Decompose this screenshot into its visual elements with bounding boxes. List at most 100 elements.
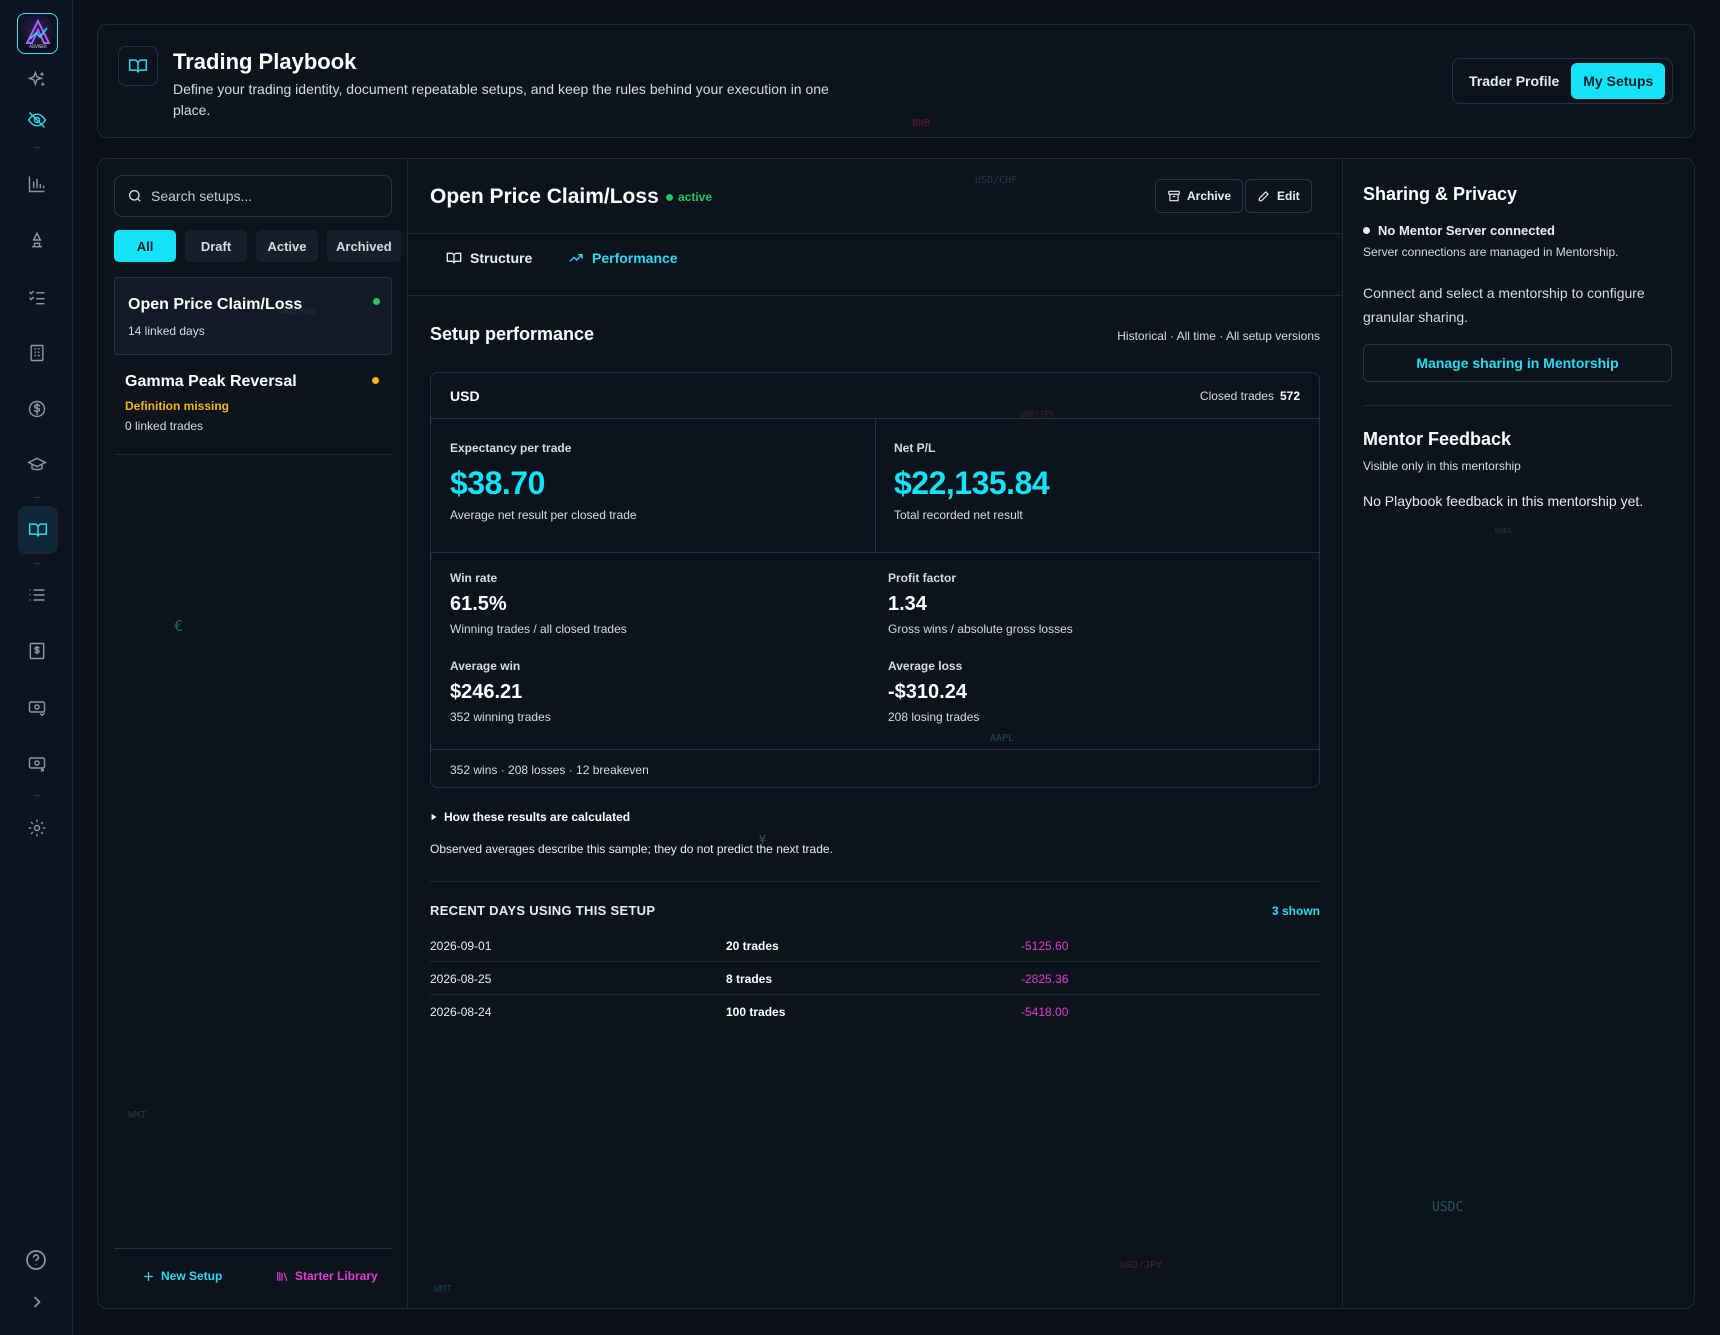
setup-title: Open Price Claim/Loss	[430, 185, 659, 208]
book-open-icon	[446, 250, 462, 266]
search-icon	[127, 188, 143, 204]
recent-days-title: RECENT DAYS USING THIS SETUP	[430, 903, 656, 918]
disclaimer-text: Observed averages describe this sample; …	[430, 842, 833, 856]
chevron-right-icon[interactable]	[27, 1292, 47, 1312]
eye-off-icon[interactable]	[20, 103, 54, 137]
settings-icon[interactable]	[20, 811, 54, 845]
mentor-server-note: Server connections are managed in Mentor…	[1363, 245, 1619, 259]
book-open-icon	[118, 46, 158, 86]
status-filters: All Draft Active Archived	[114, 230, 401, 262]
sharing-description: Connect and select a mentorship to confi…	[1363, 285, 1645, 325]
sharing-panel: Sharing & Privacy No Mentor Server conne…	[1343, 159, 1696, 1308]
sharing-title: Sharing & Privacy	[1363, 184, 1518, 204]
starter-library-label: Starter Library	[295, 1269, 378, 1283]
setups-sidebar: All Draft Active Archived Open Price Cla…	[98, 159, 408, 1308]
caret-right-icon	[430, 813, 438, 821]
mentor-feedback-note: Visible only in this mentorship	[1363, 459, 1521, 473]
page-header: Trading Playbook Define your trading ide…	[97, 24, 1695, 138]
receipt-icon[interactable]	[20, 634, 54, 668]
setup-list-item[interactable]: Gamma Peak Reversal Definition missing 0…	[114, 359, 392, 455]
mentor-server-status: No Mentor Server connected	[1363, 223, 1555, 238]
checklist-icon[interactable]	[20, 280, 54, 314]
background-ticker: GBP/JPY	[1020, 410, 1054, 419]
currency-label: USD	[450, 388, 480, 404]
setup-name: Open Price Claim/Loss	[128, 296, 303, 313]
profit-factor-stat: Profit factor 1.34 Gross wins / absolute…	[888, 571, 1073, 636]
search-input[interactable]	[151, 188, 371, 204]
table-row[interactable]: 2026-09-01 20 trades -5125.60	[430, 929, 1320, 962]
setup-meta: 14 linked days	[128, 324, 205, 338]
building-icon[interactable]	[20, 336, 54, 370]
status-dot	[666, 193, 673, 201]
setup-warning: Definition missing	[125, 399, 230, 413]
page-description: Define your trading identity, document r…	[173, 81, 829, 118]
page-title: Trading Playbook	[173, 49, 357, 74]
background-ticker: AAPL	[990, 733, 1015, 744]
mentor-feedback-title: Mentor Feedback	[1363, 429, 1512, 449]
trade-summary: 352 wins · 208 losses · 12 breakeven	[450, 763, 649, 777]
performance-title: Setup performance	[430, 324, 595, 344]
background-ticker: NVDA	[1495, 527, 1512, 535]
tab-performance[interactable]: Performance	[568, 243, 678, 273]
background-ticker: WMT	[434, 1284, 453, 1295]
dollar-icon[interactable]	[20, 392, 54, 426]
win-rate-stat: Win rate 61.5% Winning trades / all clos…	[450, 571, 627, 636]
tab-structure[interactable]: Structure	[446, 243, 532, 273]
setup-name: Gamma Peak Reversal	[125, 373, 297, 390]
card-money-2-icon[interactable]	[20, 746, 54, 780]
tab-my-setups[interactable]: My Setups	[1571, 63, 1666, 99]
pencil-icon	[1257, 189, 1271, 203]
background-ticker: USD/JPY	[1120, 1260, 1163, 1271]
archive-button[interactable]: Archive	[1155, 179, 1244, 213]
closed-trades: Closed trades 572	[1199, 389, 1300, 403]
status-dot	[373, 298, 380, 305]
plus-icon	[142, 1270, 155, 1283]
background-ticker: USD/CHF	[975, 175, 1018, 186]
starter-library-button[interactable]: Starter Library	[275, 1269, 378, 1283]
new-setup-label: New Setup	[161, 1269, 223, 1283]
how-calculated-toggle[interactable]: How these results are calculated	[430, 810, 630, 824]
setup-list-item[interactable]: Open Price Claim/Loss 14 linked days	[114, 277, 392, 355]
filter-draft[interactable]: Draft	[185, 230, 247, 262]
manage-sharing-button[interactable]: Manage sharing in Mentorship	[1363, 344, 1672, 382]
background-ticker: BNB	[912, 118, 931, 129]
mentor-feedback-empty: No Playbook feedback in this mentorship …	[1363, 493, 1644, 509]
performance-card: USD Closed trades 572 Expectancy per trad…	[430, 372, 1320, 788]
setup-detail: Open Price Claim/Loss active Archive Edi…	[408, 159, 1343, 1308]
recent-days-count: 3 shown	[1271, 904, 1320, 918]
background-ticker: AUD/USD	[282, 307, 316, 316]
table-row[interactable]: 2026-08-24 100 trades -5418.00	[430, 1005, 1069, 1019]
logo-text: ADVISER	[29, 44, 47, 49]
background-ticker: WMT	[128, 1110, 147, 1121]
sparkles-icon[interactable]	[20, 63, 54, 97]
expectancy-stat: Expectancy per trade $38.70 Average net …	[450, 441, 637, 522]
table-row[interactable]: 2026-08-25 8 trades -2825.36	[430, 962, 1320, 995]
help-icon[interactable]	[24, 1248, 48, 1272]
app-logo[interactable]: ADVISER	[17, 13, 58, 54]
average-loss-stat: Average loss -$310.24 208 losing trades	[888, 659, 980, 724]
book-open-icon[interactable]	[18, 506, 58, 554]
chart-icon[interactable]	[20, 167, 54, 201]
scale-icon[interactable]	[20, 223, 54, 257]
playbook-main: All Draft Active Archived Open Price Cla…	[97, 158, 1695, 1309]
new-setup-button[interactable]: New Setup	[142, 1269, 222, 1283]
background-ticker: ¥	[759, 833, 767, 847]
background-ticker: USDC	[1432, 1200, 1464, 1215]
edit-button[interactable]: Edit	[1245, 179, 1312, 213]
net-pl-stat: Net P/L $22,135.84 Total recorded net re…	[894, 441, 1050, 522]
filter-all[interactable]: All	[114, 230, 176, 262]
status-dot	[372, 377, 379, 384]
filter-archived[interactable]: Archived	[327, 230, 401, 262]
list-icon[interactable]	[20, 578, 54, 612]
tab-trader-profile[interactable]: Trader Profile	[1469, 73, 1560, 89]
view-switcher: Trader Profile My Setups	[1452, 58, 1673, 104]
graduation-cap-icon[interactable]	[20, 448, 54, 482]
app-rail: ADVISER	[0, 0, 73, 1335]
card-money-icon[interactable]	[20, 690, 54, 724]
archive-icon	[1167, 189, 1181, 203]
status-dot	[1363, 227, 1370, 234]
status-badge: active	[666, 190, 712, 204]
library-icon	[275, 1270, 289, 1283]
filter-active[interactable]: Active	[256, 230, 318, 262]
trending-up-icon	[568, 250, 584, 266]
